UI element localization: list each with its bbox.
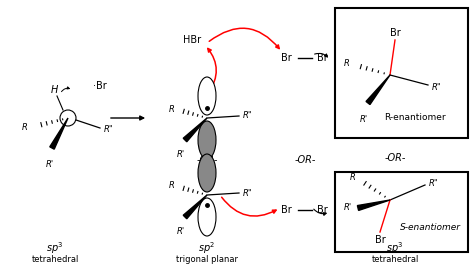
Text: $sp^3$: $sp^3$ <box>386 240 404 256</box>
Text: Br: Br <box>281 205 292 215</box>
Ellipse shape <box>198 77 216 115</box>
Text: R': R' <box>46 160 54 169</box>
Text: tetrahedral: tetrahedral <box>31 255 79 265</box>
Text: R': R' <box>177 227 185 236</box>
Text: R': R' <box>360 115 368 124</box>
Text: Br: Br <box>281 53 292 63</box>
Text: R: R <box>169 181 175 191</box>
Polygon shape <box>366 75 390 104</box>
Bar <box>335 172 468 252</box>
Text: $sp^2$: $sp^2$ <box>198 240 216 256</box>
Text: R: R <box>350 174 356 183</box>
Text: Br: Br <box>317 205 328 215</box>
Text: -OR-: -OR- <box>196 155 218 165</box>
Text: $sp^3$: $sp^3$ <box>46 240 64 256</box>
Ellipse shape <box>198 121 216 159</box>
Text: Br: Br <box>390 28 401 38</box>
Text: R": R" <box>243 112 253 120</box>
Circle shape <box>60 110 76 126</box>
Text: R": R" <box>429 178 439 187</box>
Text: ·Br: ·Br <box>93 81 107 91</box>
Text: -OR-: -OR- <box>294 155 316 165</box>
Polygon shape <box>50 118 68 149</box>
Text: R: R <box>22 123 28 133</box>
Text: S-enantiomer: S-enantiomer <box>400 224 461 232</box>
Text: R": R" <box>104 126 114 134</box>
Text: -OR-: -OR- <box>384 153 406 163</box>
Text: R": R" <box>432 83 442 92</box>
Text: H: H <box>50 85 58 95</box>
Text: R: R <box>344 59 350 68</box>
Text: R: R <box>169 104 175 113</box>
Polygon shape <box>183 195 207 219</box>
Text: R': R' <box>177 150 185 159</box>
Ellipse shape <box>198 154 216 192</box>
Text: trigonal planar: trigonal planar <box>176 255 238 265</box>
Ellipse shape <box>198 198 216 236</box>
Text: HBr: HBr <box>183 35 201 45</box>
Bar <box>335 8 468 138</box>
Text: Br: Br <box>317 53 328 63</box>
Text: R": R" <box>243 188 253 197</box>
Text: tetrahedral: tetrahedral <box>371 255 419 265</box>
Text: R-enantiomer: R-enantiomer <box>384 113 446 123</box>
Text: Br: Br <box>374 235 385 245</box>
Polygon shape <box>183 118 207 142</box>
Polygon shape <box>357 200 390 210</box>
Text: R': R' <box>344 204 352 212</box>
